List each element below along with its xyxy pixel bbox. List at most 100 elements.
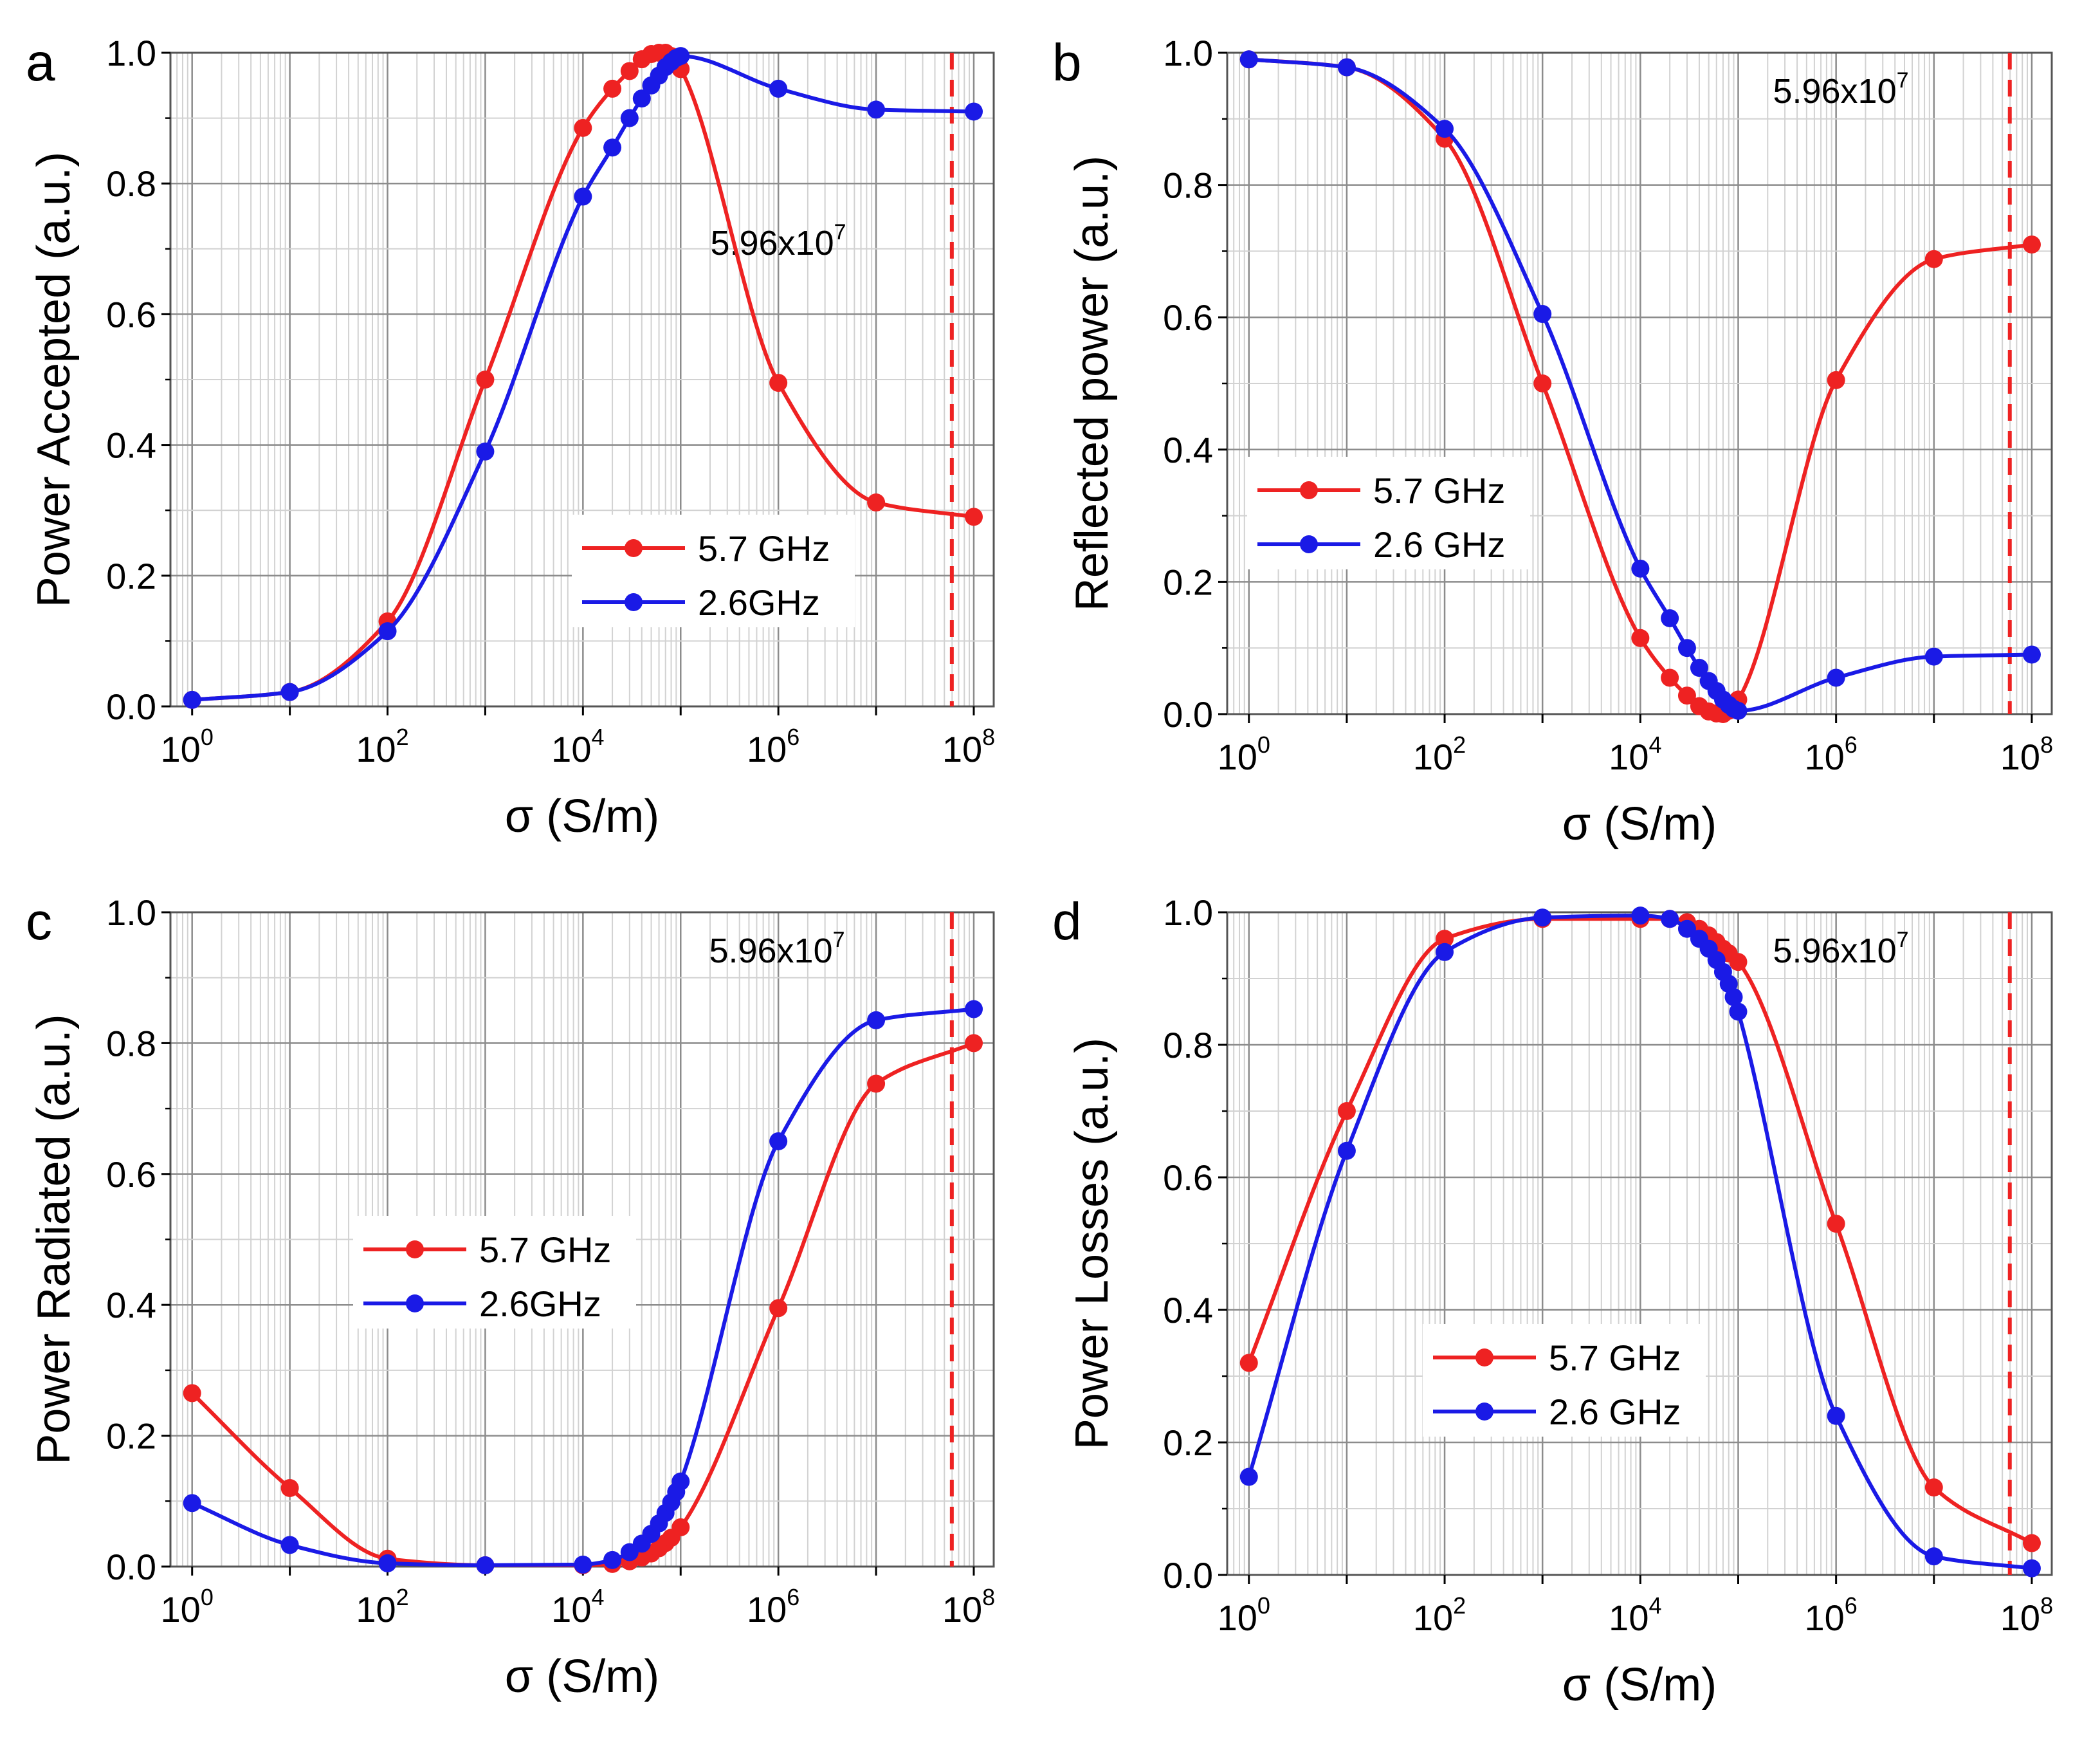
- y-tick-label: 0.6: [106, 294, 156, 335]
- data-point: [1239, 1354, 1258, 1372]
- data-point: [964, 102, 983, 121]
- reference-label: 5.96x107: [709, 928, 845, 970]
- x-tick-label: 108: [942, 1584, 995, 1630]
- x-tick-exponent: 4: [1648, 1592, 1661, 1619]
- data-point: [769, 1299, 788, 1318]
- data-point: [574, 187, 592, 206]
- data-point: [183, 1384, 201, 1403]
- x-tick-exponent: 4: [591, 724, 604, 750]
- data-point: [769, 1132, 788, 1150]
- legend-marker: [1475, 1403, 1493, 1421]
- series-blue: [1239, 50, 2041, 720]
- y-tick-label: 0.2: [106, 1416, 156, 1457]
- legend-marker: [1475, 1348, 1493, 1366]
- data-point: [1827, 1215, 1845, 1233]
- panel-c: 0.0 0.2 0.4 0.6 0.8 1.0 100 102 104 106 108 Power R…: [26, 892, 995, 1702]
- data-point: [671, 47, 690, 66]
- reference-label-exponent: 7: [834, 220, 846, 244]
- reference-label-exponent: 7: [1897, 928, 1909, 952]
- y-axis-title: Power Losses (a.u.): [1066, 1038, 1118, 1449]
- data-point: [1436, 943, 1454, 961]
- data-point: [1631, 906, 1650, 925]
- x-axis-title: σ (S/m): [1562, 798, 1717, 850]
- x-tick-exponent: 4: [1648, 731, 1661, 758]
- data-point: [1827, 1406, 1845, 1425]
- data-point: [1724, 988, 1743, 1006]
- panel-b: 0.0 0.2 0.4 0.6 0.8 1.0 100 102 104 106 108 Reflect…: [1052, 33, 2053, 850]
- y-tick-label: 0.4: [106, 1285, 156, 1325]
- panel-a: 0.0 0.2 0.4 0.6 0.8 1.0 100 102 104 106 108 Power A…: [26, 33, 995, 842]
- x-tick-label: 102: [1413, 1592, 1466, 1638]
- legend-label: 5.7 GHz: [479, 1229, 611, 1270]
- y-tick-label: 0.0: [106, 1547, 156, 1587]
- data-point: [964, 1000, 983, 1018]
- legend-marker: [1300, 535, 1318, 553]
- x-axis-symbol: σ: [1562, 1659, 1591, 1711]
- x-tick-label: 106: [747, 724, 799, 769]
- series-blue: [1239, 906, 2041, 1578]
- x-tick-exponent: 6: [787, 1584, 799, 1610]
- x-axis-title: σ (S/m): [505, 1651, 659, 1702]
- data-point: [620, 109, 639, 127]
- y-tick-label: 1.0: [106, 892, 156, 933]
- data-point: [1661, 668, 1679, 687]
- x-tick-label: 104: [551, 724, 604, 769]
- x-tick-exponent: 0: [1257, 731, 1270, 758]
- data-point: [1729, 701, 1748, 720]
- y-axis-title: Reflected power (a.u.): [1066, 156, 1118, 611]
- legend-label: 5.7 GHz: [698, 528, 830, 569]
- legend-label: 2.6 GHz: [1549, 1392, 1681, 1432]
- data-point: [2022, 235, 2041, 254]
- x-tick-exponent: 2: [396, 724, 409, 750]
- data-point: [1533, 305, 1552, 324]
- y-tick-label: 0.6: [1163, 1157, 1213, 1198]
- data-point: [1436, 120, 1454, 138]
- y-tick-label: 0.8: [106, 1023, 156, 1063]
- x-tick-label: 104: [1609, 1592, 1661, 1638]
- data-point: [671, 1518, 690, 1536]
- y-tick-label: 0.0: [106, 686, 156, 727]
- x-tick-exponent: 8: [982, 1584, 995, 1610]
- panel-letter: c: [26, 892, 52, 951]
- x-tick-label: 102: [356, 1584, 408, 1630]
- data-point: [1533, 908, 1552, 927]
- reference-label-exponent: 7: [833, 928, 845, 952]
- x-axis-symbol: σ: [505, 791, 533, 842]
- x-axis-title: σ (S/m): [1562, 1659, 1717, 1711]
- data-point: [1729, 1002, 1748, 1021]
- series-blue: [183, 1000, 983, 1574]
- legend: 5.7 GHz 2.6GHz: [353, 1216, 636, 1329]
- x-axis-unit: (S/m): [1591, 798, 1717, 850]
- panel-d: 0.0 0.2 0.4 0.6 0.8 1.0 100 102 104 106 108 Power L…: [1052, 892, 2053, 1711]
- data-point: [1677, 686, 1696, 705]
- data-point: [1631, 559, 1650, 578]
- data-point: [1631, 629, 1650, 647]
- x-tick-label: 108: [942, 724, 995, 769]
- y-tick-label: 0.6: [106, 1154, 156, 1195]
- y-tick-label: 0.8: [1163, 165, 1213, 206]
- x-tick-exponent: 0: [201, 1584, 214, 1610]
- data-point: [964, 1034, 983, 1053]
- data-point: [769, 79, 788, 98]
- legend: 5.7 GHz 2.6 GHz: [1423, 1324, 1706, 1437]
- y-tick-label: 0.8: [1163, 1025, 1213, 1065]
- data-point: [574, 1555, 592, 1574]
- data-point: [671, 1472, 690, 1491]
- legend-marker: [625, 539, 643, 557]
- panel-letter: b: [1052, 33, 1082, 92]
- reference-label-exponent: 7: [1897, 68, 1909, 93]
- data-point: [964, 508, 983, 526]
- y-axis-title: Power Accepted (a.u.): [28, 152, 80, 607]
- panel-letter: a: [26, 33, 55, 92]
- x-tick-label: 104: [1609, 731, 1661, 777]
- x-tick-exponent: 6: [787, 724, 799, 750]
- series-blue: [183, 47, 983, 709]
- legend-label: 5.7 GHz: [1373, 470, 1505, 511]
- data-point: [1827, 371, 1845, 389]
- data-point: [867, 1074, 886, 1093]
- x-tick-exponent: 0: [201, 724, 214, 750]
- y-tick-label: 0.2: [1163, 1422, 1213, 1463]
- x-tick-label: 106: [1804, 731, 1857, 777]
- data-point: [574, 118, 592, 137]
